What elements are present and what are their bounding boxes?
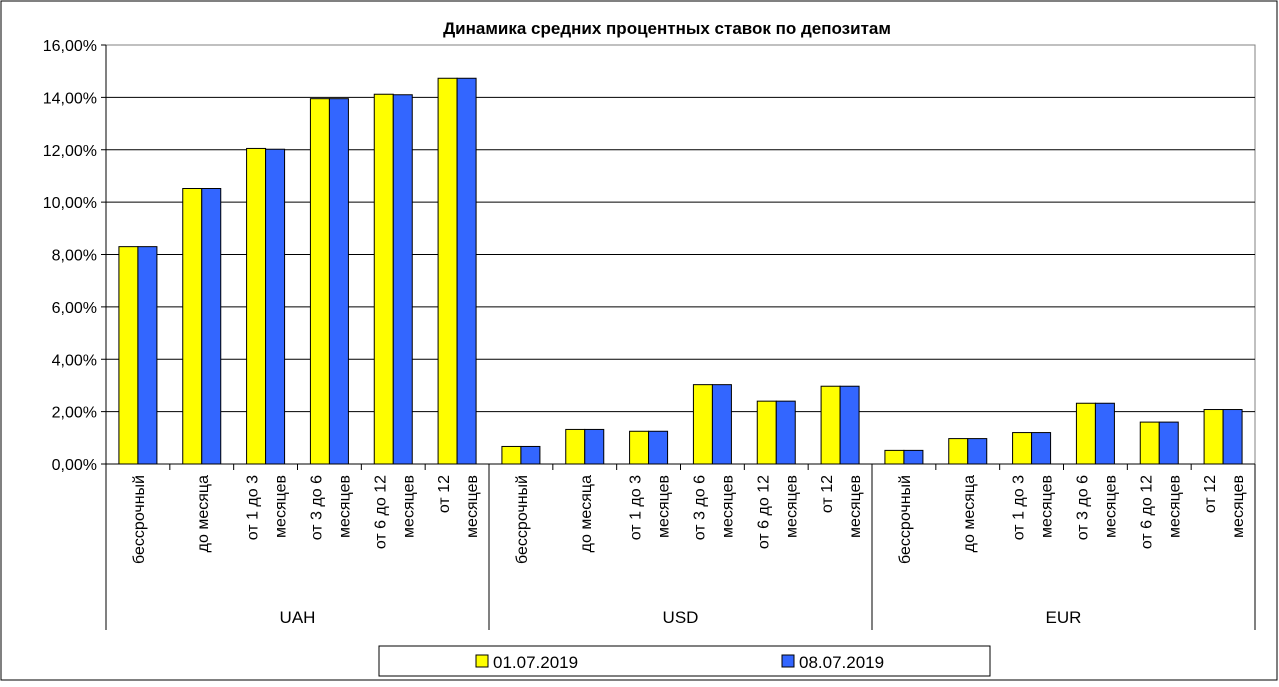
bar <box>437 77 458 465</box>
bar <box>839 385 860 465</box>
category-label: месяцев <box>1039 475 1056 538</box>
legend-label: 08.07.2019 <box>799 653 884 672</box>
bar <box>884 449 905 465</box>
y-tick-label: 4,00% <box>52 352 97 369</box>
y-tick-label: 16,00% <box>43 38 97 55</box>
category-label: от 6 до 12 <box>372 475 389 549</box>
bar <box>775 400 796 465</box>
bar <box>1158 421 1179 465</box>
category-label: бессрочный <box>514 475 531 564</box>
bar <box>1222 409 1243 465</box>
category-label: бессрочный <box>897 475 914 564</box>
bar <box>967 438 988 465</box>
y-tick-label: 0,00% <box>52 457 97 474</box>
group-label: USD <box>663 608 699 627</box>
bar <box>328 98 349 465</box>
category-label: месяцев <box>464 475 481 538</box>
y-tick-label: 10,00% <box>43 195 97 212</box>
bar <box>182 188 203 465</box>
y-tick-label: 6,00% <box>52 300 97 317</box>
bar <box>565 428 586 465</box>
legend-swatch <box>475 654 489 668</box>
category-label: месяцев <box>1102 475 1119 538</box>
bar <box>1012 432 1033 465</box>
bar <box>1094 402 1115 465</box>
gridlines <box>106 96 1255 413</box>
bar <box>948 438 969 465</box>
y-tick-label: 2,00% <box>52 405 97 422</box>
bar <box>392 94 413 465</box>
bar <box>501 445 522 465</box>
category-label: от 1 до 3 <box>628 475 645 540</box>
category-label: от 1 до 3 <box>1011 475 1028 540</box>
bar <box>520 445 541 465</box>
category-label: от 6 до 12 <box>1138 475 1155 549</box>
axes <box>101 44 1256 630</box>
y-tick-label: 12,00% <box>43 143 97 160</box>
category-label: от 3 до 6 <box>691 475 708 540</box>
y-tick-label: 14,00% <box>43 90 97 107</box>
category-label: от 12 <box>1202 475 1219 513</box>
category-label: месяцев <box>656 475 673 538</box>
group-label: EUR <box>1046 608 1082 627</box>
bar <box>711 384 732 465</box>
category-label: месяцев <box>400 475 417 538</box>
category-label: месяцев <box>783 475 800 538</box>
bar <box>1139 421 1160 465</box>
category-label: месяцев <box>1230 475 1247 538</box>
bar <box>629 430 650 465</box>
bar <box>201 188 222 465</box>
bar <box>1031 432 1052 465</box>
bar <box>246 147 267 465</box>
bar <box>137 246 158 465</box>
category-label: месяцев <box>336 475 353 538</box>
category-label: бессрочный <box>131 475 148 564</box>
legend-label: 01.07.2019 <box>493 653 578 672</box>
legend-box <box>378 645 991 677</box>
category-label: месяцев <box>1166 475 1183 538</box>
bar <box>1203 409 1224 465</box>
category-label: месяцев <box>719 475 736 538</box>
category-label: до месяца <box>961 475 978 552</box>
group-label: UAH <box>280 608 316 627</box>
category-label: до месяца <box>195 475 212 552</box>
bar <box>373 93 394 465</box>
bar <box>309 98 330 465</box>
bar <box>648 430 669 465</box>
bar <box>118 246 139 465</box>
axis-labels: 0,00% 2,00% 4,00% 6,00% 8,00% 10,00% 12,00% 14,… <box>43 38 1247 627</box>
category-label: месяцев <box>847 475 864 538</box>
category-label: от 3 до 6 <box>1074 475 1091 540</box>
bar <box>820 385 841 465</box>
y-tick-label: 8,00% <box>52 248 97 265</box>
bar <box>903 449 924 465</box>
bar <box>692 384 713 465</box>
legend: 01.07.2019 08.07.2019 <box>378 645 991 677</box>
category-label: от 12 <box>436 475 453 513</box>
category-label: месяцев <box>273 475 290 538</box>
category-label: до месяца <box>578 475 595 552</box>
category-label: от 3 до 6 <box>308 475 325 540</box>
bar <box>456 77 477 465</box>
bars <box>118 77 1243 465</box>
chart-title: Динамика средних процентных ставок по де… <box>443 19 891 38</box>
bar <box>265 148 286 465</box>
legend-swatch <box>781 654 795 668</box>
category-label: от 6 до 12 <box>755 475 772 549</box>
bar <box>584 428 605 465</box>
category-label: от 12 <box>819 475 836 513</box>
bar <box>756 400 777 465</box>
category-label: от 1 до 3 <box>245 475 262 540</box>
bar <box>1075 402 1096 465</box>
